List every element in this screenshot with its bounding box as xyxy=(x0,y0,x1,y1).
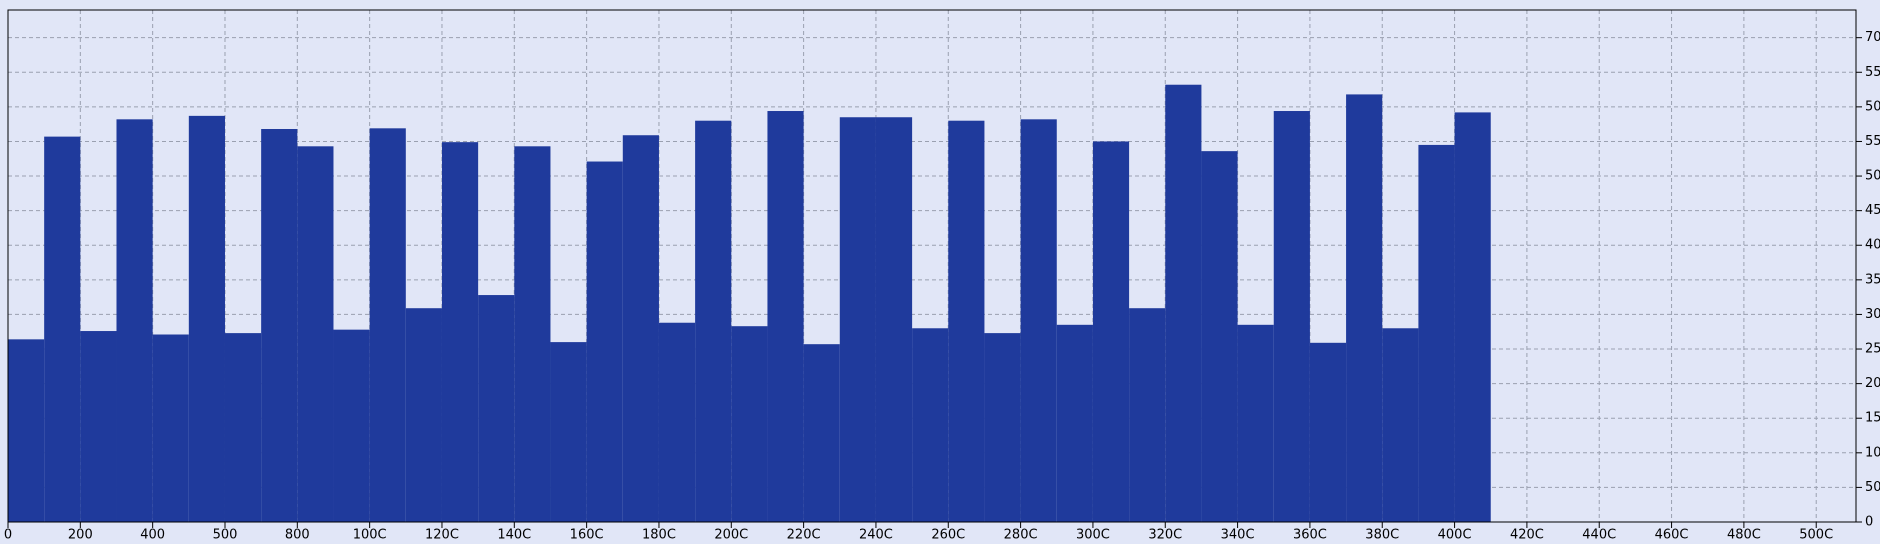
bar xyxy=(803,344,840,522)
x-tick-label: 480C xyxy=(1727,528,1761,543)
y-tick-label: 700 xyxy=(1865,30,1880,45)
y-tick-label: 500 xyxy=(1865,99,1880,114)
bar xyxy=(658,322,696,522)
y-tick-label: 450 xyxy=(1865,203,1880,218)
bar xyxy=(405,308,442,522)
bar xyxy=(1273,111,1310,523)
bar xyxy=(767,111,804,523)
y-tick-label: 250 xyxy=(1865,342,1880,357)
x-tick-label: 200C xyxy=(714,528,748,543)
x-tick-label: 460C xyxy=(1655,528,1689,543)
bar xyxy=(1309,342,1347,522)
bar xyxy=(984,333,1021,522)
bar xyxy=(695,120,732,523)
bar xyxy=(731,326,768,522)
bar xyxy=(333,329,370,522)
bar xyxy=(586,161,623,522)
x-tick-label: 800 xyxy=(285,528,310,543)
y-tick-label: 500 xyxy=(1865,169,1880,184)
bar xyxy=(1129,308,1166,522)
bar xyxy=(839,117,876,523)
bar xyxy=(116,119,153,523)
x-tick-label: 200 xyxy=(68,528,93,543)
bar xyxy=(478,295,515,522)
bar xyxy=(912,328,949,522)
y-tick-label: 400 xyxy=(1865,238,1880,253)
y-tick-label: 50 xyxy=(1865,480,1880,495)
x-tick-label: 160C xyxy=(570,528,604,543)
bar xyxy=(948,120,985,523)
bar xyxy=(297,146,334,522)
y-tick-label: 550 xyxy=(1865,65,1880,80)
x-tick-label: 240C xyxy=(859,528,893,543)
bar xyxy=(1092,141,1130,522)
x-tick-label: 140C xyxy=(497,528,531,543)
bar xyxy=(514,146,551,522)
bar xyxy=(622,135,659,523)
bar xyxy=(1020,119,1057,523)
y-tick-label: 100 xyxy=(1865,445,1880,460)
bar xyxy=(1346,94,1383,522)
y-tick-label: 150 xyxy=(1865,411,1880,426)
x-tick-label: 320C xyxy=(1148,528,1182,543)
bar xyxy=(1454,112,1491,523)
plot-frame xyxy=(7,9,1857,523)
bar xyxy=(188,115,225,522)
bar xyxy=(1382,328,1419,522)
x-tick-label: 400 xyxy=(140,528,165,543)
bar xyxy=(441,142,479,522)
bar xyxy=(152,334,189,522)
x-tick-label: 380C xyxy=(1365,528,1399,543)
x-tick-label: 220C xyxy=(787,528,821,543)
x-tick-label: 120C xyxy=(425,528,459,543)
bar xyxy=(1056,324,1093,522)
x-tick-label: 500 xyxy=(213,528,238,543)
bar xyxy=(1237,324,1274,522)
bar xyxy=(550,342,587,522)
x-tick-label: 500C xyxy=(1799,528,1833,543)
bar xyxy=(261,129,298,522)
x-tick-label: 180C xyxy=(642,528,676,543)
y-tick-label: 550 xyxy=(1865,134,1880,149)
bar xyxy=(8,339,45,522)
bar xyxy=(44,136,81,522)
y-tick-label: 200 xyxy=(1865,376,1880,391)
bar xyxy=(1418,144,1455,522)
x-tick-label: 360C xyxy=(1293,528,1327,543)
bar xyxy=(369,128,406,522)
bar xyxy=(875,117,913,523)
y-tick-label: 0 xyxy=(1865,515,1873,530)
x-tick-label: 0 xyxy=(4,528,12,543)
x-tick-label: 100C xyxy=(353,528,387,543)
x-tick-label: 280C xyxy=(1004,528,1038,543)
bar xyxy=(80,331,117,522)
x-tick-label: 300C xyxy=(1076,528,1110,543)
bar xyxy=(224,333,262,522)
y-tick-label: 350 xyxy=(1865,272,1880,287)
x-tick-label: 340C xyxy=(1221,528,1255,543)
x-tick-label: 420C xyxy=(1510,528,1544,543)
y-tick-label: 300 xyxy=(1865,307,1880,322)
bar xyxy=(1165,84,1202,522)
bar xyxy=(1201,151,1238,523)
x-tick-label: 400C xyxy=(1438,528,1472,543)
x-tick-label: 440C xyxy=(1582,528,1616,543)
x-tick-label: 260C xyxy=(931,528,965,543)
